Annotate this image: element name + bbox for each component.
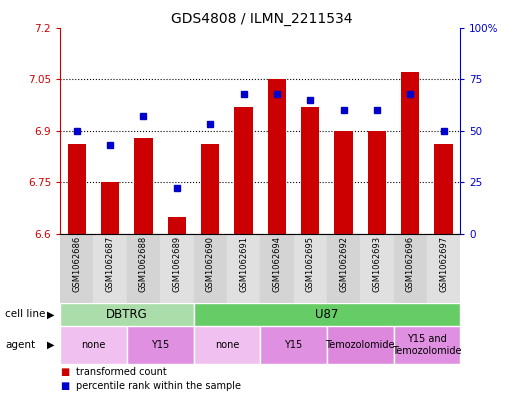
- Text: GSM1062697: GSM1062697: [439, 236, 448, 292]
- Text: ▶: ▶: [48, 340, 55, 350]
- Text: DBTRG: DBTRG: [106, 308, 147, 321]
- Bar: [168, 217, 186, 234]
- Bar: [260, 326, 327, 364]
- Bar: [394, 234, 427, 303]
- Bar: [201, 144, 219, 234]
- Text: cell line: cell line: [5, 309, 46, 320]
- Text: Temozolomide: Temozolomide: [325, 340, 395, 350]
- Bar: [393, 326, 460, 364]
- Text: agent: agent: [5, 340, 36, 350]
- Bar: [127, 234, 160, 303]
- Bar: [260, 234, 293, 303]
- Text: GSM1062694: GSM1062694: [272, 236, 281, 292]
- Text: GSM1062693: GSM1062693: [372, 236, 381, 292]
- Text: percentile rank within the sample: percentile rank within the sample: [76, 381, 241, 391]
- Bar: [194, 303, 460, 326]
- Bar: [60, 303, 194, 326]
- Bar: [327, 234, 360, 303]
- Text: GSM1062689: GSM1062689: [173, 236, 181, 292]
- Text: GSM1062687: GSM1062687: [106, 236, 115, 292]
- Bar: [268, 79, 286, 234]
- Text: U87: U87: [315, 308, 338, 321]
- Text: GSM1062690: GSM1062690: [206, 236, 214, 292]
- Bar: [293, 234, 327, 303]
- Text: Y15: Y15: [285, 340, 303, 350]
- Bar: [327, 326, 393, 364]
- Text: GSM1062696: GSM1062696: [406, 236, 415, 292]
- Bar: [427, 234, 460, 303]
- Text: Y15 and
Temozolomide: Y15 and Temozolomide: [392, 334, 462, 356]
- Text: Y15: Y15: [151, 340, 169, 350]
- Bar: [368, 130, 386, 234]
- Bar: [360, 234, 393, 303]
- Text: none: none: [81, 340, 106, 350]
- Text: GDS4808 / ILMN_2211534: GDS4808 / ILMN_2211534: [170, 12, 353, 26]
- Bar: [101, 182, 119, 234]
- Bar: [127, 326, 194, 364]
- Text: ■: ■: [60, 367, 70, 377]
- Bar: [227, 234, 260, 303]
- Bar: [134, 138, 153, 234]
- Bar: [401, 72, 419, 234]
- Text: none: none: [214, 340, 239, 350]
- Bar: [194, 234, 227, 303]
- Bar: [194, 326, 260, 364]
- Bar: [160, 234, 194, 303]
- Bar: [301, 107, 320, 234]
- Text: GSM1062688: GSM1062688: [139, 236, 148, 292]
- Text: GSM1062695: GSM1062695: [306, 236, 315, 292]
- Text: ■: ■: [60, 381, 70, 391]
- Bar: [334, 130, 353, 234]
- Bar: [60, 326, 127, 364]
- Text: GSM1062686: GSM1062686: [72, 236, 81, 292]
- Text: ▶: ▶: [48, 309, 55, 320]
- Text: GSM1062692: GSM1062692: [339, 236, 348, 292]
- Bar: [94, 234, 127, 303]
- Text: transformed count: transformed count: [76, 367, 167, 377]
- Bar: [435, 144, 453, 234]
- Bar: [67, 144, 86, 234]
- Bar: [234, 107, 253, 234]
- Bar: [60, 234, 94, 303]
- Text: GSM1062691: GSM1062691: [239, 236, 248, 292]
